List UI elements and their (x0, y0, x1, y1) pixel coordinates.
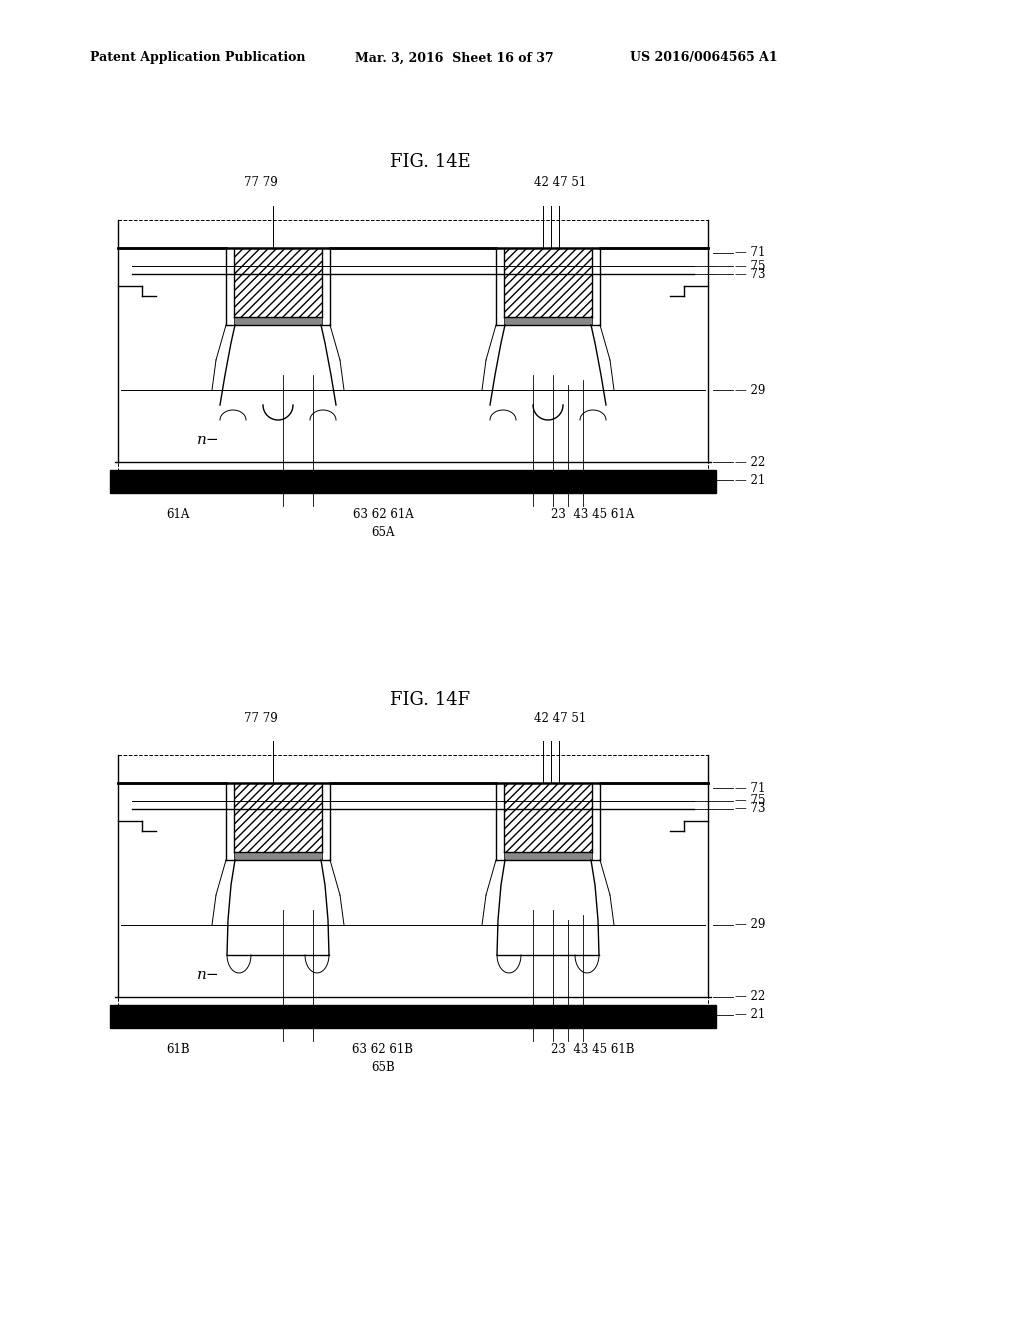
Text: FIG. 14F: FIG. 14F (390, 690, 470, 709)
Text: 77 79: 77 79 (244, 177, 278, 190)
Text: 23  43 45 61B: 23 43 45 61B (551, 1043, 635, 1056)
Polygon shape (504, 248, 592, 317)
Text: 61A: 61A (166, 508, 189, 521)
Text: 42 47 51: 42 47 51 (534, 711, 586, 725)
Polygon shape (234, 851, 322, 861)
Text: — 75: — 75 (735, 795, 766, 808)
Text: 63 62 61A: 63 62 61A (352, 508, 414, 521)
Text: — 73: — 73 (735, 268, 766, 281)
Text: 42 47 51: 42 47 51 (534, 177, 586, 190)
Polygon shape (234, 248, 322, 317)
Polygon shape (504, 783, 592, 851)
Text: n−: n− (197, 433, 219, 447)
Text: — 71: — 71 (735, 247, 765, 260)
Text: Patent Application Publication: Patent Application Publication (90, 51, 305, 65)
Text: 61B: 61B (166, 1043, 189, 1056)
Text: — 29: — 29 (735, 919, 765, 932)
Text: 65A: 65A (372, 525, 394, 539)
Text: — 75: — 75 (735, 260, 766, 272)
Polygon shape (504, 317, 592, 325)
Text: FIG. 14E: FIG. 14E (389, 153, 470, 172)
Text: Mar. 3, 2016  Sheet 16 of 37: Mar. 3, 2016 Sheet 16 of 37 (355, 51, 554, 65)
Polygon shape (234, 317, 322, 325)
Text: — 21: — 21 (735, 474, 765, 487)
Text: n−: n− (197, 968, 219, 982)
Text: — 71: — 71 (735, 781, 765, 795)
Text: 77 79: 77 79 (244, 711, 278, 725)
Text: — 73: — 73 (735, 803, 766, 816)
Text: — 29: — 29 (735, 384, 765, 396)
Text: — 22: — 22 (735, 990, 765, 1003)
Text: — 21: — 21 (735, 1008, 765, 1022)
Polygon shape (110, 1005, 716, 1028)
Polygon shape (504, 851, 592, 861)
Text: 23  43 45 61A: 23 43 45 61A (551, 508, 635, 521)
Text: — 22: — 22 (735, 455, 765, 469)
Polygon shape (234, 783, 322, 851)
Text: 63 62 61B: 63 62 61B (352, 1043, 414, 1056)
Text: 65B: 65B (371, 1061, 395, 1074)
Text: US 2016/0064565 A1: US 2016/0064565 A1 (630, 51, 777, 65)
Polygon shape (110, 470, 716, 492)
